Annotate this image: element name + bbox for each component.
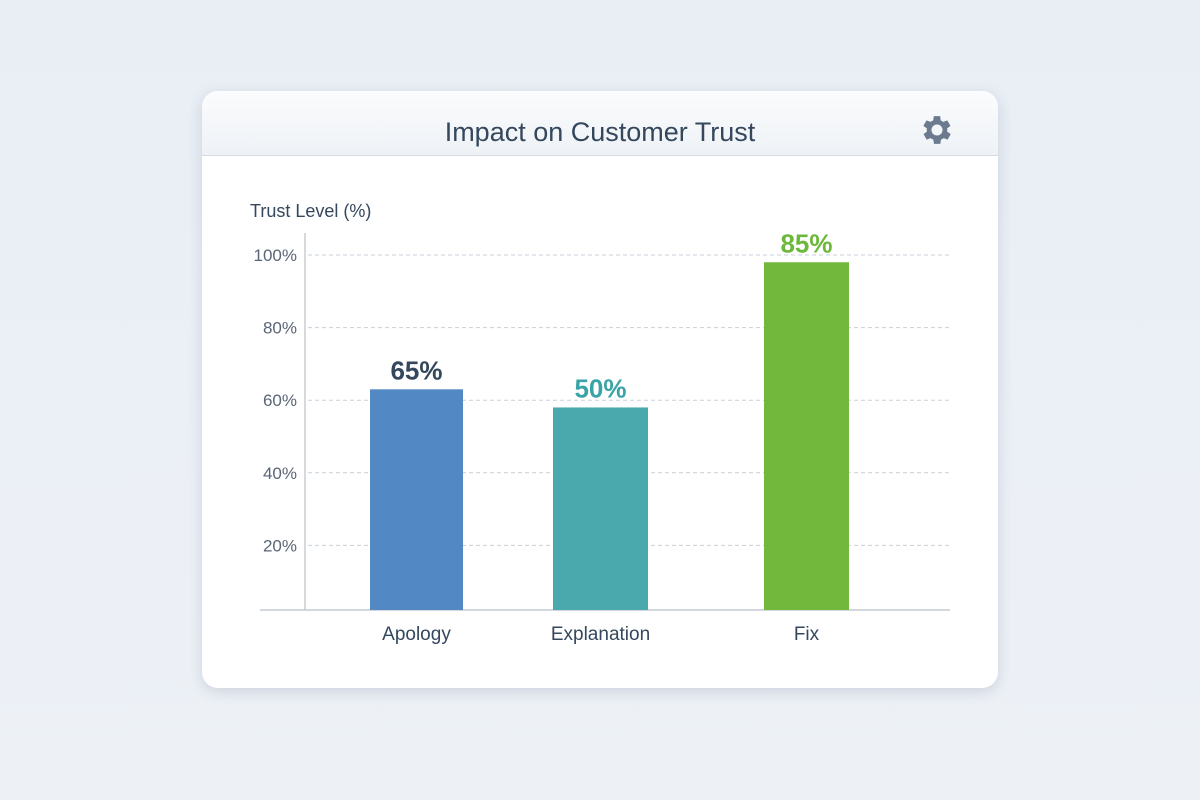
y-tick-label: 20% bbox=[263, 536, 297, 555]
y-tick-label: 100% bbox=[254, 246, 297, 265]
y-axis-label: Trust Level (%) bbox=[250, 201, 371, 221]
x-tick-label: Apology bbox=[382, 624, 451, 645]
gear-icon[interactable] bbox=[918, 111, 956, 149]
chart-title: Impact on Customer Trust bbox=[444, 117, 756, 147]
bar-explanation bbox=[553, 407, 648, 610]
data-label: 65% bbox=[390, 355, 442, 385]
bar-fix bbox=[764, 262, 849, 610]
y-tick-label: 40% bbox=[263, 464, 297, 483]
bar-apology bbox=[370, 389, 463, 610]
x-tick-label: Fix bbox=[794, 624, 820, 645]
x-tick-label: Explanation bbox=[551, 624, 650, 645]
card-header: Impact on Customer Trust bbox=[202, 91, 998, 156]
y-tick-label: 60% bbox=[263, 391, 297, 410]
y-tick-label: 80% bbox=[263, 319, 297, 338]
data-label: 50% bbox=[574, 373, 626, 403]
data-label: 85% bbox=[780, 228, 832, 258]
